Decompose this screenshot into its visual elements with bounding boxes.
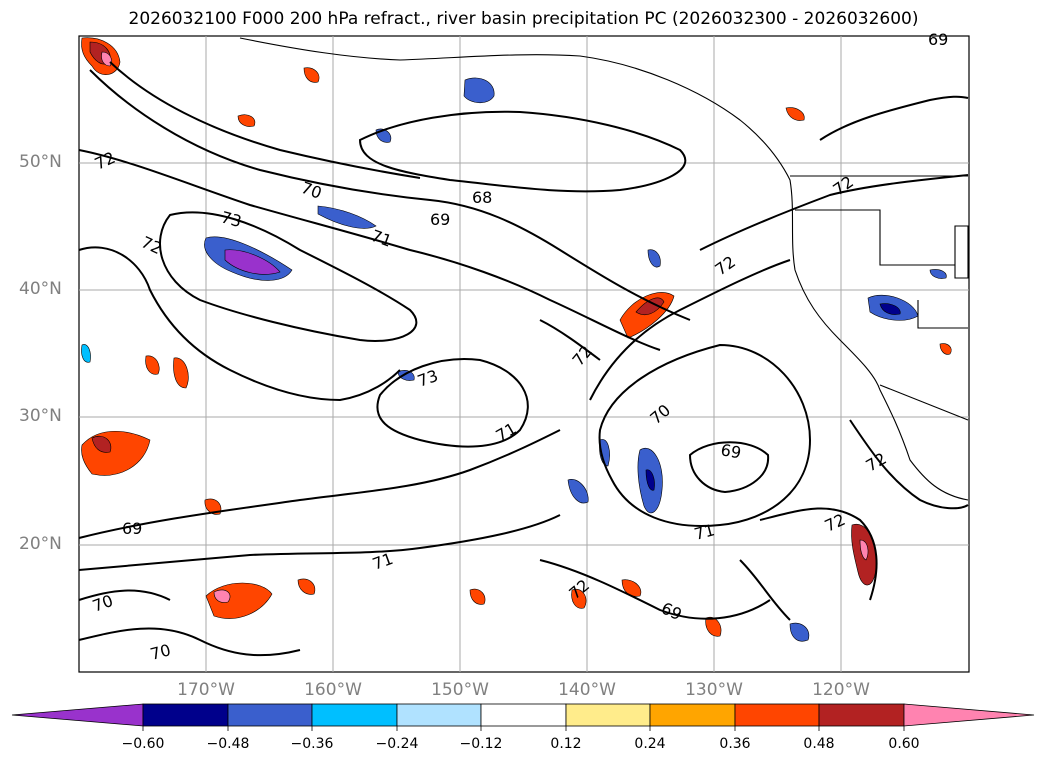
precip-blob (303, 67, 320, 83)
colorbar-tick-label: 0.12 (550, 736, 582, 752)
precip-blob (213, 589, 231, 603)
colorbar-swatch (311, 703, 398, 727)
lon-tick-label: 140°W (558, 680, 616, 700)
coastline (239, 37, 969, 501)
colorbar-swatch (480, 703, 567, 727)
contour-label: 69 (928, 30, 948, 49)
chart-title: 2026032100 F000 200 hPa refract., river … (128, 9, 919, 29)
colorbar-tick-label: 0.36 (719, 736, 751, 752)
contour-line (78, 589, 171, 601)
lat-tick-label: 50°N (19, 152, 62, 172)
precip-blob (237, 114, 256, 127)
contours (78, 61, 969, 657)
lat-tick-label: 30°N (19, 406, 62, 426)
colorbar-swatch (818, 703, 905, 727)
precip-blob (173, 357, 189, 389)
contour-line (78, 514, 561, 571)
precip-blob (939, 343, 952, 355)
precip-blob (224, 249, 281, 275)
contour-line (376, 358, 529, 448)
colorbar-tick-label: −0.36 (290, 736, 334, 752)
lat-tick-label: 40°N (19, 279, 62, 299)
precip-shading (81, 37, 952, 642)
precip-blob (317, 205, 377, 229)
colorbar-swatch (11, 703, 144, 727)
contour-line (598, 343, 812, 527)
precip-blob (469, 588, 486, 605)
colorbar (11, 703, 1035, 731)
contour-line (759, 507, 878, 601)
lon-tick-label: 130°W (685, 680, 743, 700)
contour-line (739, 559, 791, 621)
precip-blob (621, 579, 642, 597)
colorbar-tick-label: −0.24 (375, 736, 419, 752)
colorbar-swatch (903, 703, 1035, 727)
precip-blob (789, 622, 810, 642)
contour-line (688, 441, 770, 494)
contour-line (358, 110, 687, 193)
precip-blob (929, 269, 947, 279)
colorbar-tick-label: 0.48 (803, 736, 835, 752)
contour-line (78, 627, 301, 657)
colorbar-swatch (649, 703, 736, 727)
contour-line (819, 95, 969, 141)
border-line (954, 225, 969, 279)
contour-line (109, 61, 421, 179)
contour-label: 71 (692, 520, 717, 544)
contour-label: 69 (430, 210, 450, 229)
precip-blob (879, 303, 901, 315)
precip-blob (785, 107, 805, 121)
colorbar-tick-label: −0.60 (121, 736, 165, 752)
lon-tick-label: 170°W (177, 680, 235, 700)
colorbar-tick-label: −0.12 (459, 736, 503, 752)
map-panel (78, 35, 970, 673)
lon-tick-label: 160°W (304, 680, 362, 700)
precip-blob (645, 469, 655, 491)
precip-blob (571, 588, 587, 609)
precip-blob (204, 498, 222, 515)
precip-blob (463, 77, 495, 104)
border-line (917, 300, 968, 329)
colorbar-swatch (396, 703, 482, 727)
contour-line (539, 559, 771, 620)
colorbar-swatch (734, 703, 820, 727)
contour-line (849, 419, 969, 510)
colorbar-tick-label: 0.60 (888, 736, 920, 752)
precip-blob (145, 355, 160, 375)
contour-line (589, 259, 791, 401)
colorbar-tick-label: 0.24 (634, 736, 666, 752)
contour-line (78, 246, 401, 402)
colorbar-tick-label: −0.48 (206, 736, 250, 752)
contour-line (78, 149, 661, 351)
contour-line (699, 174, 969, 251)
gridlines (79, 36, 969, 672)
colorbar-swatch (142, 703, 229, 727)
contour-line (159, 211, 418, 342)
contour-line (539, 319, 601, 361)
precip-blob (635, 297, 665, 315)
lon-tick-label: 120°W (812, 680, 870, 700)
contour-label: 69 (719, 440, 742, 462)
precip-blob (101, 51, 112, 67)
border-line (879, 384, 969, 421)
lat-tick-label: 20°N (19, 534, 62, 554)
contour-line (89, 69, 691, 321)
precip-blob (647, 249, 661, 268)
contour-label: 68 (472, 188, 492, 207)
precip-blob (297, 578, 316, 595)
colorbar-swatch (565, 703, 651, 727)
contour-line (78, 429, 561, 539)
precip-blob (859, 539, 869, 561)
lon-tick-label: 150°W (431, 680, 489, 700)
coastlines (239, 37, 969, 501)
contour-label: 69 (122, 519, 142, 538)
colorbar-swatch (227, 703, 313, 727)
precip-blob (91, 435, 112, 453)
contour-label: 70 (148, 640, 173, 664)
precip-blob (81, 344, 91, 363)
precip-blob (567, 479, 589, 504)
border-line (795, 209, 955, 266)
contour-label: 73 (219, 208, 244, 232)
